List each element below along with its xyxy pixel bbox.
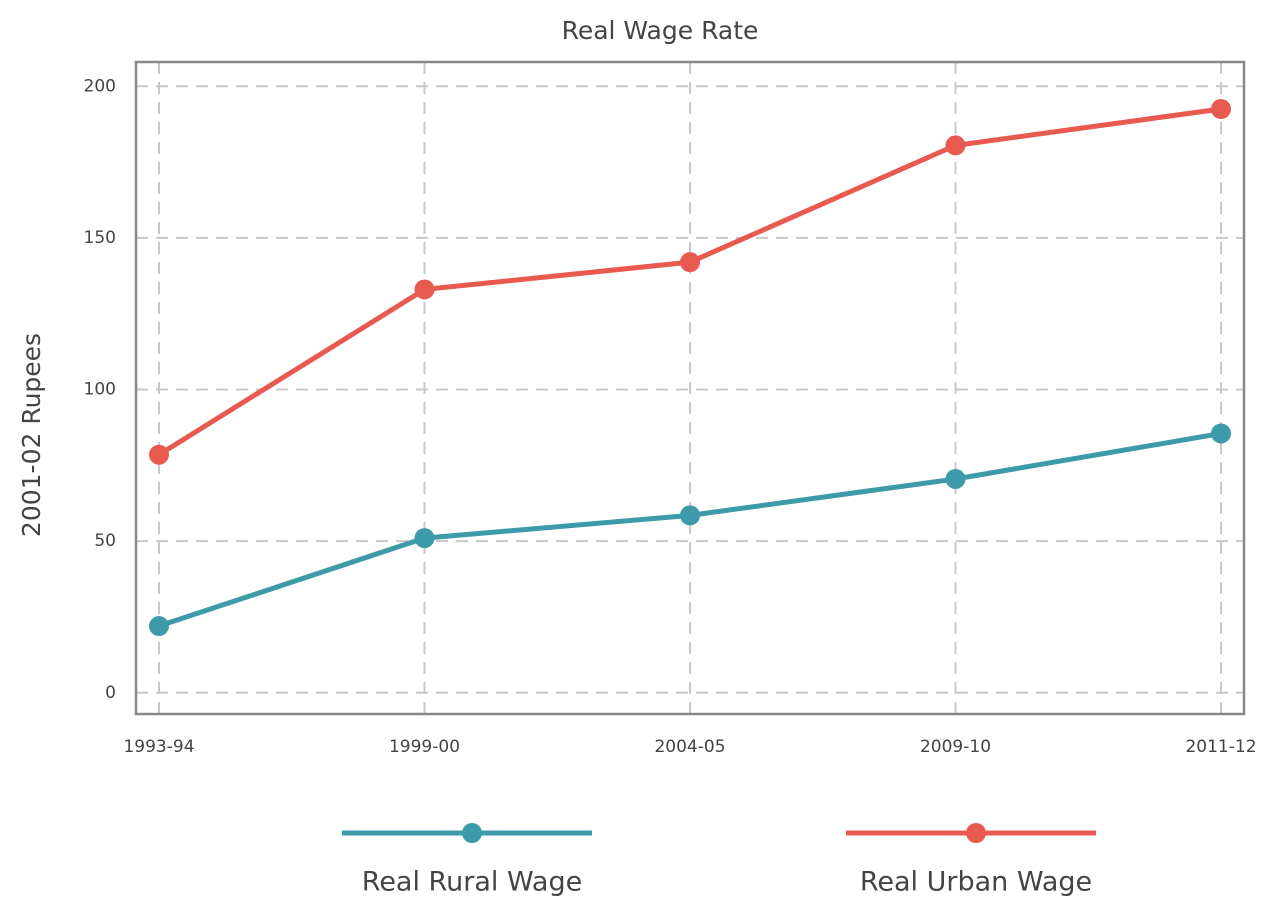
legend-label: Real Urban Wage xyxy=(860,867,1092,898)
data-point xyxy=(1211,99,1231,120)
y-tick-label: 100 xyxy=(84,380,116,400)
y-tick-label: 0 xyxy=(105,683,116,703)
data-point xyxy=(1211,423,1231,444)
x-tick-label: 2004-05 xyxy=(654,737,725,757)
x-tick-label: 2009-10 xyxy=(920,737,991,757)
x-tick-label: 2011-12 xyxy=(1185,737,1256,757)
data-point xyxy=(680,505,700,526)
x-tick-label: 1993-94 xyxy=(123,737,194,757)
y-tick-label: 200 xyxy=(84,76,116,96)
y-axis-label: 2001-02 Rupees xyxy=(17,333,46,537)
data-point xyxy=(945,135,966,156)
data-point xyxy=(149,616,169,637)
data-point xyxy=(149,444,169,465)
legend-label: Real Rural Wage xyxy=(362,867,582,898)
y-tick-label: 50 xyxy=(94,531,116,551)
data-point xyxy=(414,279,435,300)
data-point xyxy=(680,252,700,273)
legend-marker xyxy=(462,823,482,843)
data-point xyxy=(414,528,435,549)
x-tick-label: 1999-00 xyxy=(389,737,460,757)
grid xyxy=(136,62,1244,714)
y-tick-label: 150 xyxy=(84,228,116,248)
chart-title: Real Wage Rate xyxy=(562,16,759,45)
legend-marker xyxy=(966,823,986,843)
plot-frame xyxy=(134,60,1246,716)
data-point xyxy=(945,468,966,489)
